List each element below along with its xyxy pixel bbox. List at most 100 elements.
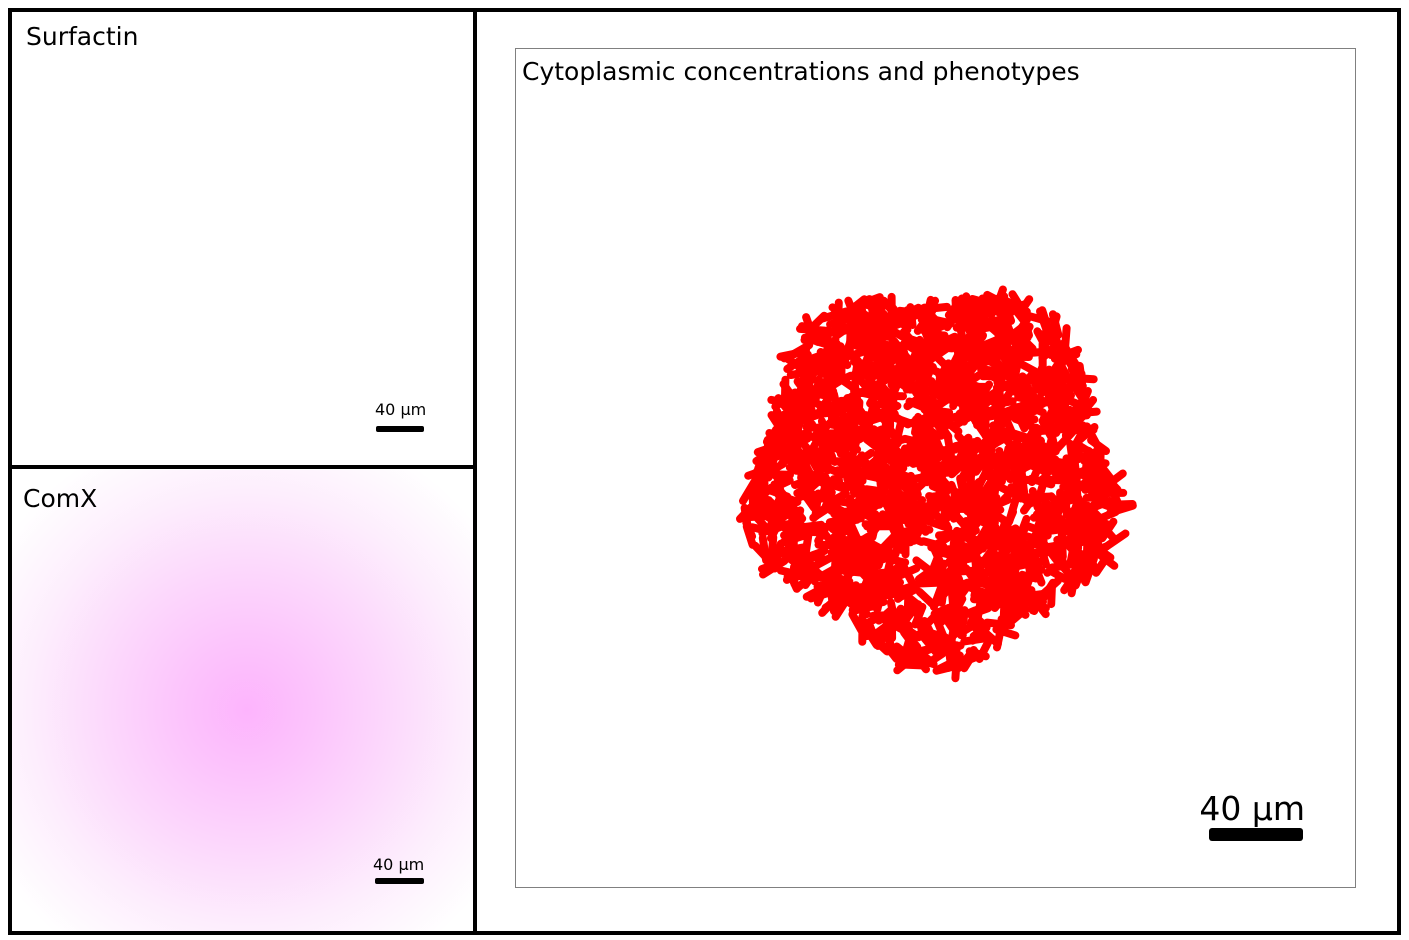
bacterial-cell — [1024, 460, 1048, 475]
bacterial-cell — [963, 331, 987, 354]
bacterial-cell — [962, 564, 981, 587]
bacterial-cell — [962, 405, 987, 421]
bacterial-cell — [1003, 347, 1019, 370]
bacterial-cell — [1011, 342, 1027, 366]
bacterial-cell — [1015, 514, 1031, 541]
bacterial-cell — [957, 464, 972, 489]
bacterial-cell — [983, 527, 1006, 540]
bacterial-cell — [898, 341, 910, 364]
bacterial-cell — [739, 475, 760, 505]
bacterial-cell — [963, 296, 992, 315]
bacterial-cell — [875, 588, 905, 601]
bacterial-cell — [836, 342, 850, 365]
bacterial-cell — [906, 303, 917, 329]
bacterial-cell — [1082, 493, 1107, 502]
bacterial-cell — [1061, 490, 1071, 519]
bacterial-cell — [882, 410, 914, 428]
bacterial-cell — [1038, 475, 1064, 485]
bacterial-cell — [941, 456, 974, 467]
bacterial-cell — [957, 435, 975, 458]
bacterial-cell — [766, 520, 792, 535]
bacterial-cell — [764, 454, 778, 482]
bacterial-cell — [926, 505, 951, 530]
bacterial-cell — [947, 581, 958, 614]
bacterial-cell — [984, 356, 1010, 373]
bacterial-cell — [925, 309, 946, 331]
bacterial-cell — [919, 537, 948, 551]
bacterial-cell — [817, 432, 836, 461]
bacterial-cell — [990, 589, 1017, 615]
bacterial-cell — [1046, 566, 1069, 583]
bacterial-cell — [1017, 295, 1034, 316]
bacterial-cell — [1031, 498, 1050, 519]
bacterial-cell — [833, 457, 863, 477]
bacterial-cell — [975, 638, 993, 663]
bacterial-cell — [934, 608, 964, 626]
bacterial-cell — [836, 434, 853, 458]
bacterial-cell — [771, 388, 799, 411]
bacterial-cell — [966, 510, 989, 536]
bacterial-cell — [1023, 523, 1044, 555]
main-title: Cytoplasmic concentrations and phenotype… — [522, 57, 1080, 86]
bacterial-cell — [1048, 310, 1063, 339]
bacterial-cell — [876, 613, 907, 634]
bacterial-cell — [832, 537, 861, 558]
comx-scale-label: 40 μm — [373, 855, 425, 874]
bacterial-cell — [995, 365, 1014, 385]
bacterial-cell — [1041, 412, 1061, 437]
bacterial-cell — [903, 496, 927, 526]
bacterial-cell — [911, 602, 927, 629]
bacterial-cell — [930, 332, 959, 351]
bacterial-cell — [1055, 358, 1066, 388]
bacterial-cell — [832, 347, 842, 371]
bacterial-cell — [785, 455, 818, 472]
bacterial-cell — [991, 411, 1004, 440]
surfactin-scale-bar — [376, 426, 424, 432]
bacterial-cell — [1052, 336, 1069, 365]
bacterial-cell — [844, 296, 860, 325]
bacterial-cell — [1001, 609, 1025, 631]
bacterial-cell — [788, 407, 804, 429]
bacterial-cell — [814, 407, 842, 419]
bacterial-cell — [916, 351, 927, 381]
bacterial-cell — [975, 441, 996, 463]
bacterial-cell — [977, 292, 1009, 309]
bacterial-cell — [811, 387, 838, 398]
bacterial-cell — [845, 327, 855, 360]
bacterial-cell — [911, 412, 923, 437]
bacterial-cell — [897, 600, 918, 625]
bacterial-cell — [840, 398, 861, 429]
bacterial-cell — [906, 523, 916, 547]
bacterial-cell — [932, 436, 948, 461]
bacterial-cell — [1105, 478, 1123, 508]
bacterial-cell — [943, 431, 955, 456]
bacterial-cell — [1082, 446, 1093, 477]
bacterial-cell — [852, 359, 875, 379]
bacterial-cell — [1016, 322, 1034, 349]
bacterial-cell — [1000, 437, 1022, 469]
surfactin-title: Surfactin — [26, 22, 139, 51]
bacterial-cell — [1003, 549, 1019, 582]
bacterial-cell — [855, 425, 878, 444]
bacterial-cell — [1085, 539, 1115, 562]
bacterial-cell — [927, 324, 942, 350]
bacterial-cell — [918, 385, 945, 396]
bacterial-cell — [832, 516, 859, 531]
colony-visualization — [736, 285, 1137, 683]
bacterial-cell — [973, 380, 994, 406]
bacterial-cell — [974, 568, 995, 588]
bacterial-cell — [1047, 580, 1056, 609]
bacterial-cell — [776, 347, 810, 361]
bacterial-cell — [745, 505, 769, 531]
bacterial-cell — [776, 425, 800, 450]
bacterial-cell — [949, 412, 975, 431]
bacterial-cell — [821, 335, 840, 364]
bacterial-cell — [751, 541, 775, 567]
bacterial-cell — [841, 582, 873, 594]
bacterial-cell — [1100, 529, 1130, 552]
bacterial-cell — [753, 482, 775, 512]
bacterial-cell — [999, 605, 1009, 629]
bacterial-cell — [982, 445, 996, 475]
bacterial-cell — [1005, 496, 1020, 526]
bacterial-cell — [804, 366, 814, 399]
